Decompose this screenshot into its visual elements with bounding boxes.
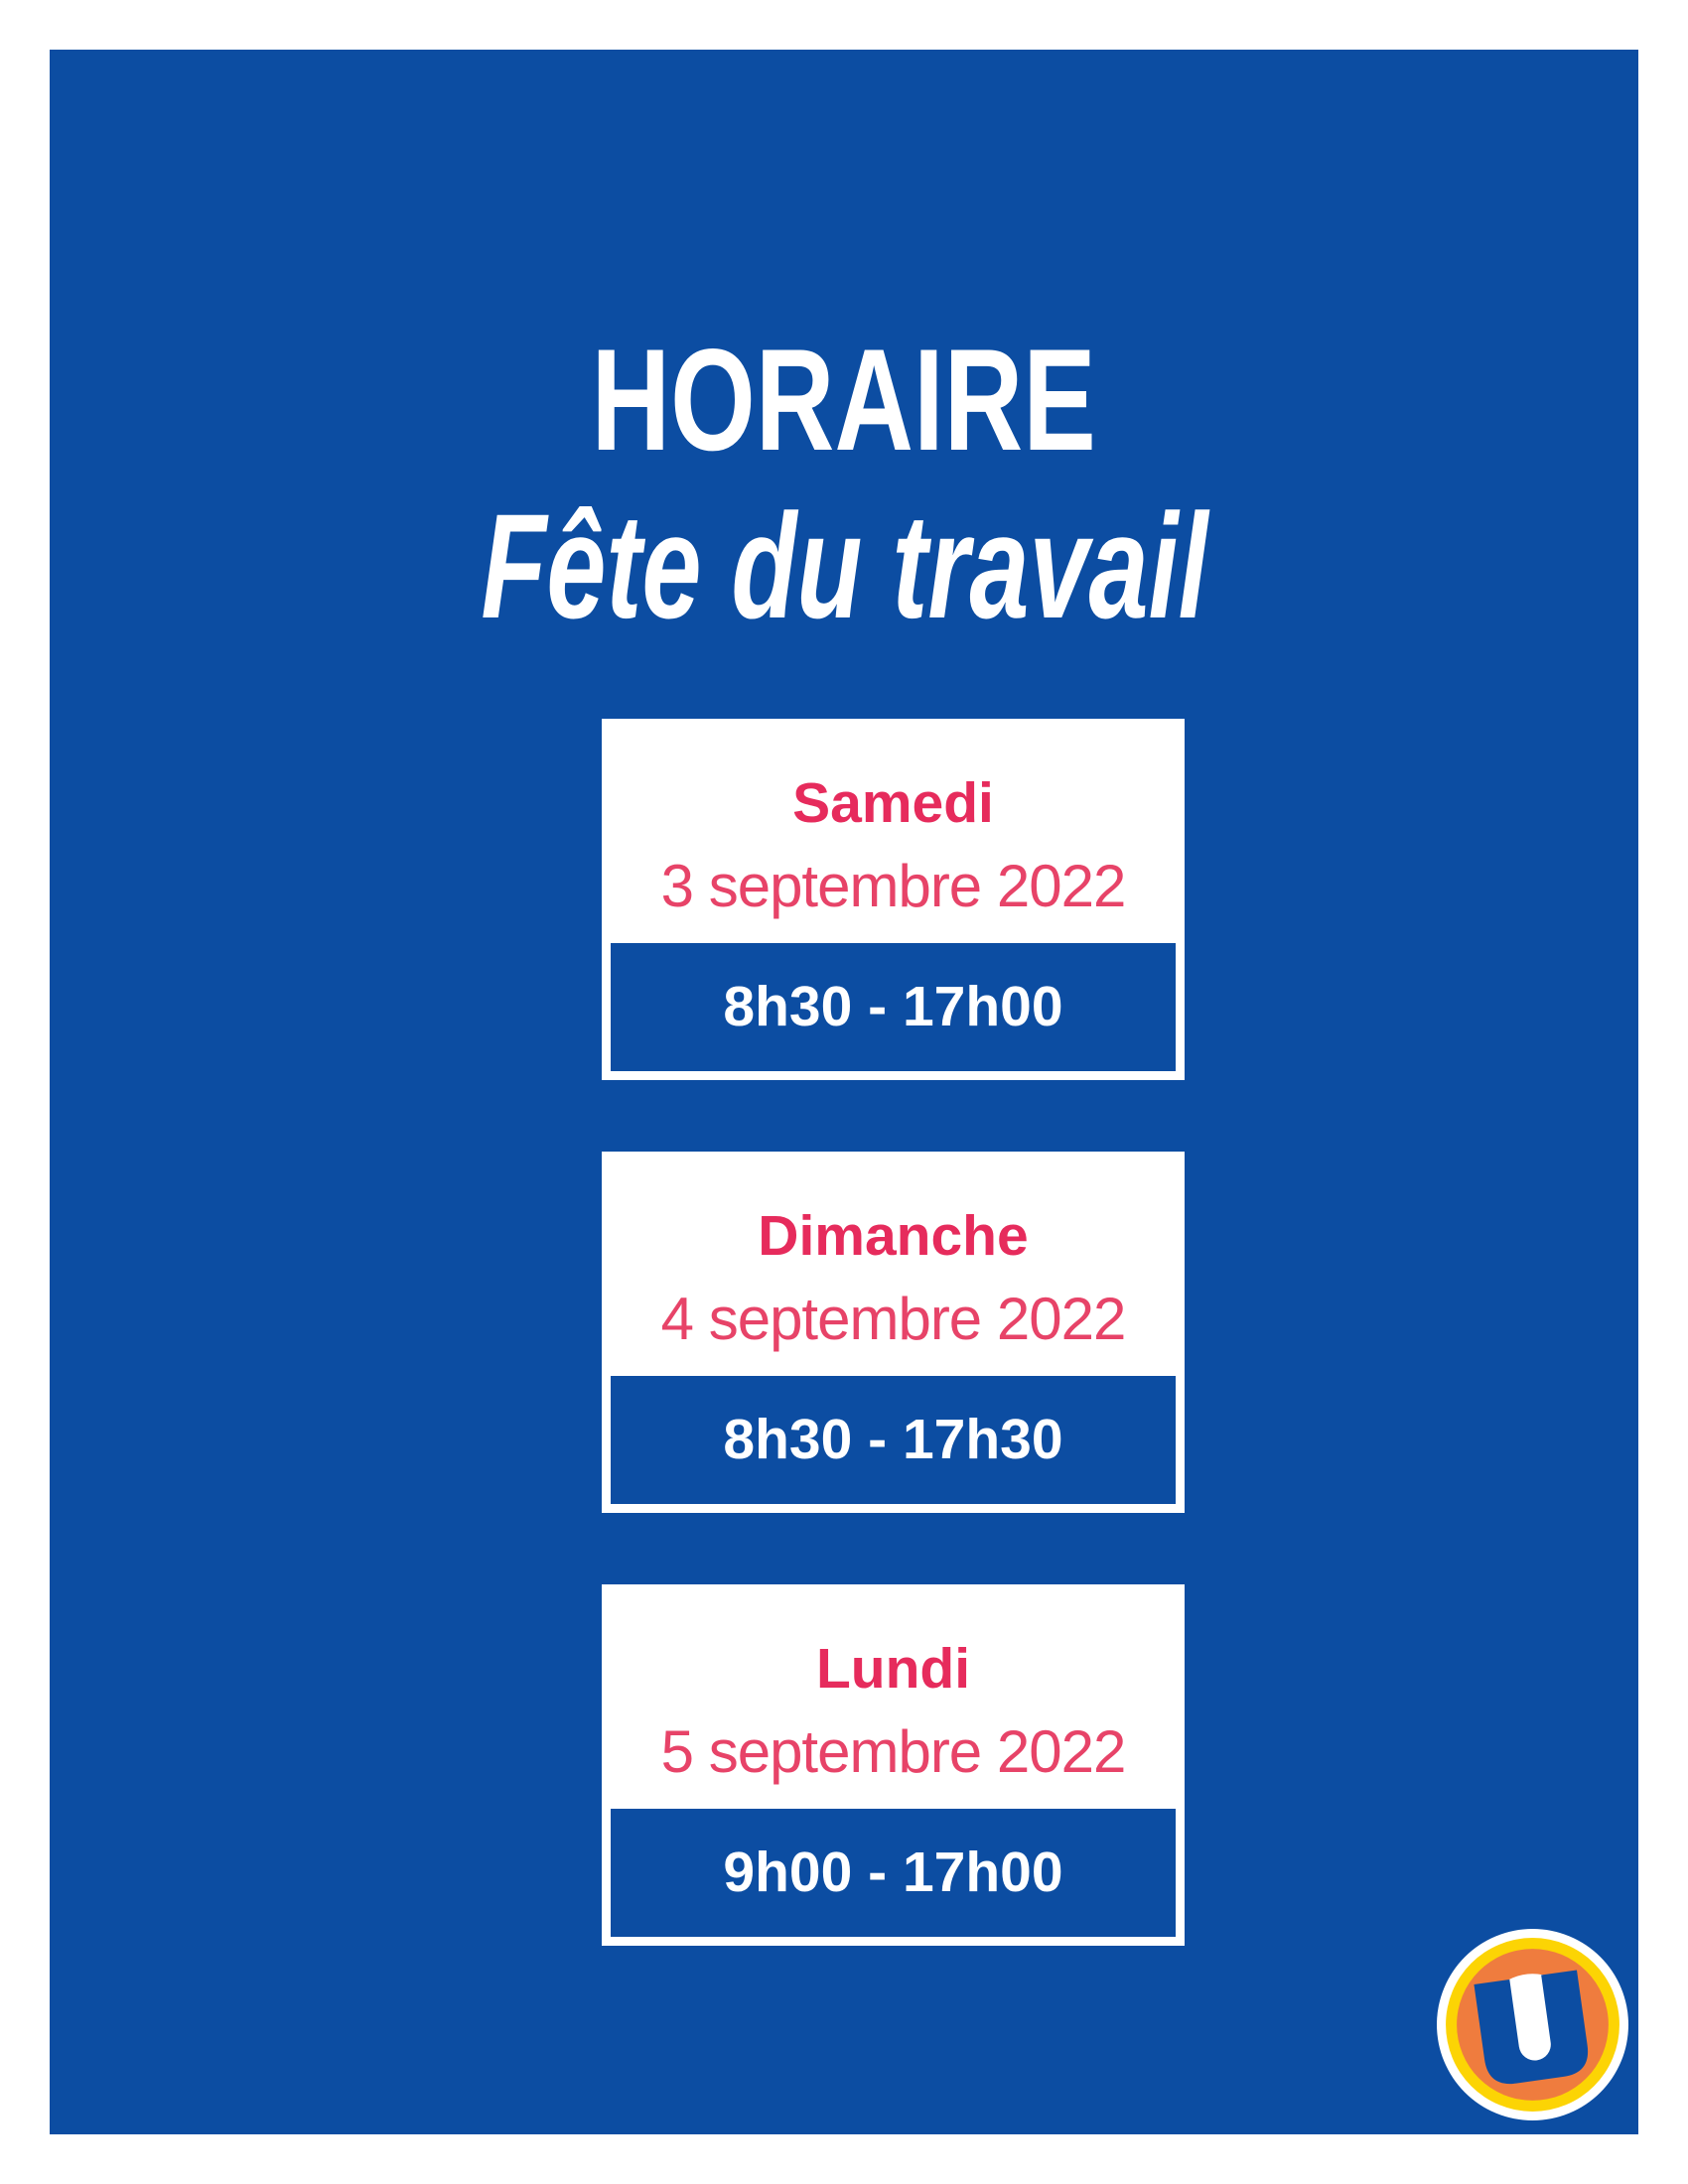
date-label: 3 septembre 2022 bbox=[660, 853, 1127, 919]
hours-bar: 9h00 - 17h00 bbox=[611, 1809, 1176, 1937]
hours-bar: 8h30 - 17h00 bbox=[611, 943, 1176, 1071]
u-letter-icon bbox=[1474, 1970, 1589, 2085]
day-label: Dimanche bbox=[758, 1204, 1029, 1268]
hours-bar: 8h30 - 17h30 bbox=[611, 1376, 1176, 1504]
poster-subtitle-text: Fête du travail bbox=[480, 482, 1208, 649]
date-label: 4 septembre 2022 bbox=[660, 1286, 1127, 1352]
hours-label: 8h30 - 17h30 bbox=[723, 1408, 1063, 1471]
blue-panel: HORAIRE Fête du travail Samedi 3 septemb… bbox=[50, 50, 1638, 2134]
schedule-card-monday: Lundi 5 septembre 2022 9h00 - 17h00 bbox=[602, 1584, 1185, 1946]
hours-label: 9h00 - 17h00 bbox=[723, 1841, 1063, 1904]
schedule-card-saturday: Samedi 3 septembre 2022 8h30 - 17h00 bbox=[602, 719, 1185, 1080]
magasins-u-logo-icon bbox=[1437, 1929, 1628, 2120]
poster-subtitle: Fête du travail bbox=[50, 491, 1638, 640]
poster-title-text: HORAIRE bbox=[591, 319, 1097, 480]
hours-label: 8h30 - 17h00 bbox=[723, 975, 1063, 1038]
date-label: 5 septembre 2022 bbox=[660, 1718, 1127, 1785]
day-label: Samedi bbox=[792, 771, 994, 835]
schedule-card-sunday: Dimanche 4 septembre 2022 8h30 - 17h30 bbox=[602, 1152, 1185, 1513]
poster-title: HORAIRE bbox=[50, 328, 1638, 473]
day-label: Lundi bbox=[815, 1637, 971, 1701]
